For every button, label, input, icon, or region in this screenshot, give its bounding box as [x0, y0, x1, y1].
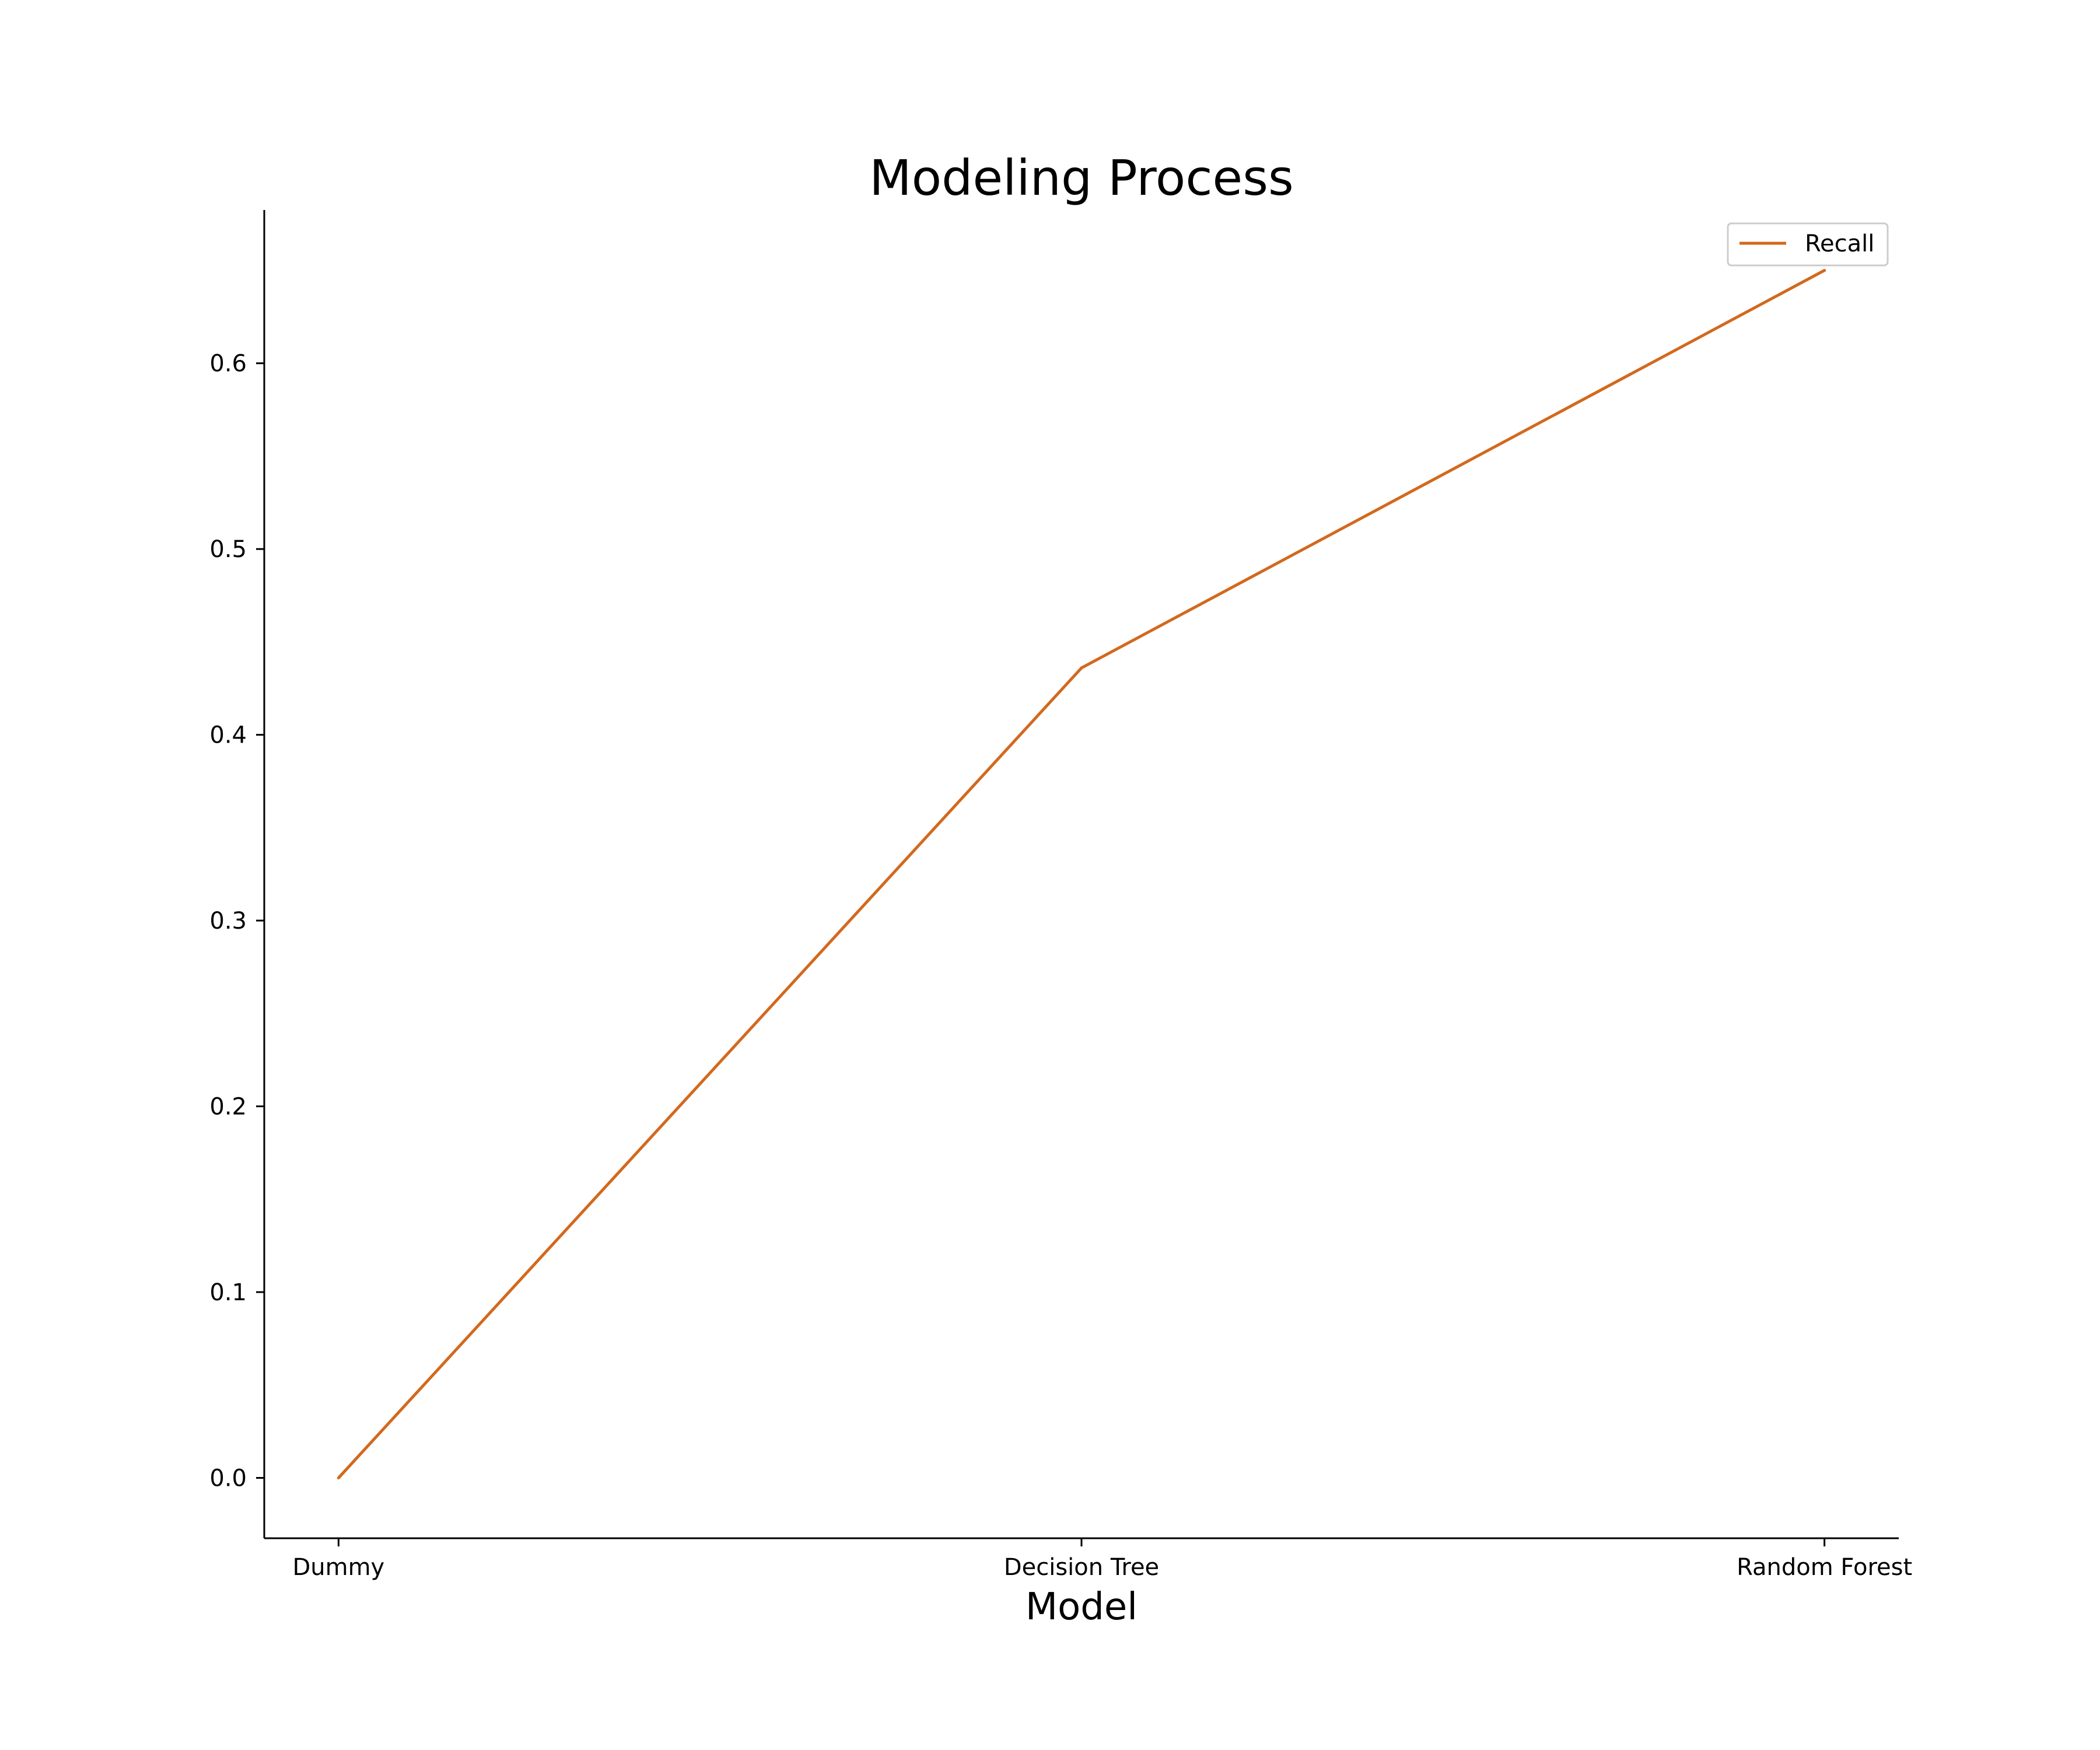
data-point — [337, 1476, 340, 1479]
y-tick-label: 0.3 — [209, 908, 247, 935]
x-axis-label: Model — [1026, 1586, 1138, 1629]
y-tick-label: 0.4 — [209, 722, 247, 749]
chart-title: Modeling Process — [869, 149, 1293, 206]
x-tick-label: Decision Tree — [1004, 1554, 1159, 1581]
y-tick-label: 0.0 — [209, 1465, 247, 1492]
legend-box — [1727, 222, 1889, 267]
x-tick-label: Random Forest — [1737, 1554, 1912, 1581]
y-axis-ticks: 0.0 0.1 0.2 0.3 0.4 0.5 0.6 — [209, 351, 264, 1492]
y-tick-label: 0.1 — [209, 1279, 247, 1306]
series-line-recall — [337, 269, 1826, 1479]
y-tick-label: 0.2 — [209, 1094, 247, 1121]
y-tick-label: 0.5 — [209, 536, 247, 563]
series-layer — [337, 269, 1826, 1479]
y-tick-label: 0.6 — [209, 351, 247, 377]
data-point — [1080, 666, 1083, 670]
x-axis-ticks: Dummy Decision Tree Random Forest — [292, 1538, 1912, 1581]
data-point — [1823, 269, 1826, 272]
legend: Recall — [1727, 222, 1889, 267]
legend-label-recall: Recall — [1805, 230, 1874, 257]
x-tick-label: Dummy — [292, 1554, 384, 1581]
